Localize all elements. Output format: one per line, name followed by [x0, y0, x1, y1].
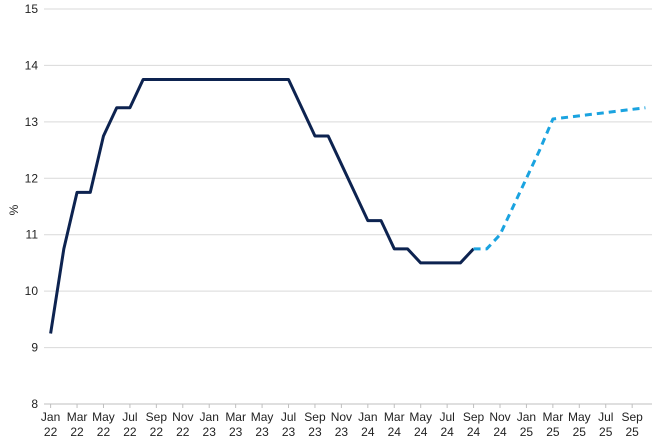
x-tick-label: Sep 25: [621, 410, 643, 439]
y-axis-label: %: [7, 204, 21, 215]
x-tick-label: Jan 22: [41, 410, 60, 439]
y-tick-label: 10: [25, 284, 39, 298]
x-tick-label: Nov 22: [172, 410, 193, 439]
x-tick-label: Jul 25: [598, 410, 613, 439]
x-tick-label: Jan 23: [200, 410, 219, 439]
y-axis: 8 9 10 11 12 13 14 15: [25, 2, 39, 411]
x-tick-label: Sep 24: [463, 410, 485, 439]
x-tick-label: Jul 23: [281, 410, 296, 439]
series-lines: [49, 78, 646, 334]
y-tick-label: 12: [25, 171, 39, 185]
x-tick-label: May 22: [92, 410, 115, 439]
x-tick-label: Mar 22: [67, 410, 88, 439]
x-tick-label: May 23: [251, 410, 274, 439]
gridlines: [44, 8, 652, 405]
y-tick-label: 8: [31, 397, 38, 411]
y-tick-label: 14: [25, 58, 39, 72]
x-tick-label: Nov 24: [489, 410, 510, 439]
x-tick-label: Jan 24: [358, 410, 377, 439]
y-tick-label: 9: [31, 341, 38, 355]
x-tick-label: Jan 25: [517, 410, 536, 439]
x-tick-label: Sep 23: [304, 410, 326, 439]
y-tick-label: 11: [26, 228, 39, 242]
x-tick-label: May 25: [568, 410, 591, 439]
series-line-solid: [49, 78, 475, 334]
x-tick-label: Nov 23: [331, 410, 352, 439]
y-tick-label: 13: [25, 115, 39, 129]
series-line-dashed: [473, 106, 646, 251]
y-tick-label: 15: [25, 2, 39, 16]
x-tick-label: Mar 25: [543, 410, 564, 439]
x-tick-label: Sep 22: [146, 410, 168, 439]
x-tick-label: Mar 23: [225, 410, 246, 439]
x-tick-label: May 24: [409, 410, 432, 439]
x-tick-label: Jul 22: [122, 410, 137, 439]
x-tick-label: Jul 24: [439, 410, 454, 439]
x-tick-label: Mar 24: [384, 410, 405, 439]
